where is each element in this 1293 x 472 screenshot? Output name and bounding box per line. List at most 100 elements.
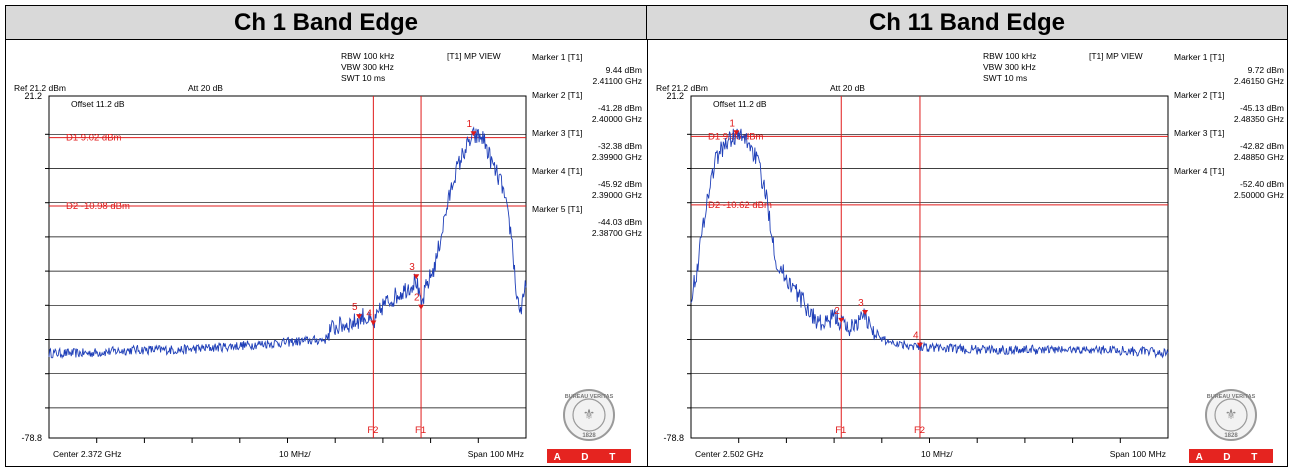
marker-readout-name: Marker 3 [T1]: [532, 128, 583, 138]
adt-badge: [1189, 449, 1273, 463]
logo-brand-text: BUREAU VERITAS: [565, 394, 614, 400]
offset-label: Offset 11.2 dB: [713, 99, 767, 109]
marker-readout-frequency: 2.39000 GHz: [592, 190, 642, 200]
title-row: Ch 1 Band Edge Ch 11 Band Edge: [6, 6, 1287, 40]
frequency-line-label: F2: [367, 425, 378, 436]
marker-readout-frequency: 2.48350 GHz: [1234, 114, 1284, 124]
trace-mode-label: [T1] MP VIEW: [1089, 51, 1143, 61]
marker-readout-level: -41.28 dBm: [598, 103, 642, 113]
offset-label: Offset 11.2 dB: [71, 99, 125, 109]
logo-inner-ring: [1214, 398, 1248, 432]
display-line-label: D2 -10.98 dBm: [66, 201, 130, 212]
vbw-label: VBW 300 kHz: [341, 62, 394, 72]
marker-point-label: 2: [414, 293, 420, 304]
marker-readout-level: -52.40 dBm: [1240, 179, 1284, 189]
logo-inner-ring: [572, 398, 606, 432]
marker-point: [418, 304, 425, 310]
marker-point-label: 3: [409, 262, 415, 273]
marker-readout-level: -44.03 dBm: [598, 217, 642, 227]
marker-readout-frequency: 2.38700 GHz: [592, 228, 642, 238]
marker-point-label: 3: [858, 298, 864, 309]
spectrum-plot-ch11: 21.2 -78.8 Ref 21.2 dBm Att 20 dB RBW 100 kH…: [656, 51, 1284, 463]
panel-title-ch11: Ch 11 Band Edge: [646, 6, 1287, 39]
marker-readout-frequency: 2.50000 GHz: [1234, 190, 1284, 200]
y-top-tick-label: 21.2: [24, 91, 42, 101]
logo-brand-text: BUREAU VERITAS: [1207, 394, 1256, 400]
marker-readout-name: Marker 2 [T1]: [1174, 90, 1225, 100]
swt-label: SWT 10 ms: [341, 73, 385, 83]
marker-readout-level: 9.44 dBm: [606, 65, 642, 75]
marker-point-label: 1: [467, 119, 473, 130]
per-division-label: 10 MHz/: [921, 449, 953, 459]
marker-readout-name: Marker 2 [T1]: [532, 90, 583, 100]
spectrum-panel-ch1: 21.2 -78.8 Ref 21.2 dBm Att 20 dB RBW 100 kH…: [6, 40, 647, 467]
marker-point: [370, 320, 377, 326]
marker-readout-level: -32.38 dBm: [598, 141, 642, 151]
logo-emblem-icon: ⚜: [583, 406, 596, 422]
adt-badge-text: A D T: [1196, 452, 1267, 463]
frequency-line-label: F1: [835, 425, 846, 436]
marker-readout-frequency: 2.39900 GHz: [592, 152, 642, 162]
span-label: Span 100 MHz: [468, 449, 524, 459]
vbw-label: VBW 300 kHz: [983, 62, 1036, 72]
marker-readout-level: -45.92 dBm: [598, 179, 642, 189]
logo-year-text: 1828: [1224, 433, 1238, 439]
ref-level-label: Ref 21.2 dBm: [14, 83, 66, 93]
marker-point-label: 4: [366, 309, 372, 320]
frequency-line-label: F2: [914, 425, 925, 436]
marker-readout-frequency: 2.46150 GHz: [1234, 76, 1284, 86]
adt-badge-text: A D T: [554, 452, 625, 463]
marker-readout-name: Marker 3 [T1]: [1174, 128, 1225, 138]
swt-label: SWT 10 ms: [983, 73, 1027, 83]
per-division-label: 10 MHz/: [279, 449, 311, 459]
adt-badge: [547, 449, 631, 463]
trace-mode-label: [T1] MP VIEW: [447, 51, 501, 61]
frequency-line-label: F1: [415, 425, 426, 436]
panel-divider: [647, 39, 648, 467]
plot-frame: [690, 95, 1169, 439]
marker-point: [733, 130, 740, 136]
y-bottom-tick-label: -78.8: [21, 433, 42, 443]
span-label: Span 100 MHz: [1110, 449, 1166, 459]
marker-point: [356, 314, 363, 320]
plot-frame: [48, 95, 527, 439]
ref-level-label: Ref 21.2 dBm: [656, 83, 708, 93]
y-top-tick-label: 21.2: [666, 91, 684, 101]
marker-point: [413, 274, 420, 280]
bureau-veritas-logo: [563, 389, 615, 441]
marker-readout-name: Marker 4 [T1]: [532, 166, 583, 176]
logo-year-text: 1828: [582, 433, 596, 439]
attenuation-label: Att 20 dB: [188, 83, 223, 93]
marker-point-label: 1: [729, 118, 735, 129]
marker-point: [862, 309, 869, 315]
marker-readout-frequency: 2.48850 GHz: [1234, 152, 1284, 162]
marker-readout-level: -45.13 dBm: [1240, 103, 1284, 113]
marker-point-label: 2: [834, 306, 840, 317]
band-edge-sheet: Ch 1 Band Edge Ch 11 Band Edge 21.2 -78.8…: [5, 5, 1288, 467]
center-frequency-label: Center 2.372 GHz: [53, 449, 122, 459]
rbw-label: RBW 100 kHz: [341, 51, 394, 61]
marker-readout-name: Marker 1 [T1]: [1174, 52, 1225, 62]
marker-readout-frequency: 2.40000 GHz: [592, 114, 642, 124]
center-frequency-label: Center 2.502 GHz: [695, 449, 764, 459]
y-bottom-tick-label: -78.8: [663, 433, 684, 443]
spectrum-trace: [690, 128, 1169, 359]
display-line-label: D1 9.02 dBm: [66, 133, 122, 144]
marker-point: [916, 342, 923, 348]
marker-readout-level: -42.82 dBm: [1240, 141, 1284, 151]
marker-readout-name: Marker 1 [T1]: [532, 52, 583, 62]
rbw-label: RBW 100 kHz: [983, 51, 1036, 61]
logo-emblem-icon: ⚜: [1225, 406, 1238, 422]
panel-title-ch1: Ch 1 Band Edge: [233, 8, 419, 36]
spectrum-panel-ch11: 21.2 -78.8 Ref 21.2 dBm Att 20 dB RBW 100 kH…: [648, 40, 1289, 467]
attenuation-label: Att 20 dB: [830, 83, 865, 93]
marker-readout-name: Marker 4 [T1]: [1174, 166, 1225, 176]
spectrum-trace: [48, 126, 527, 360]
spectrum-plot-ch1: 21.2 -78.8 Ref 21.2 dBm Att 20 dB RBW 100 kH…: [14, 51, 642, 463]
bureau-veritas-logo: [1205, 389, 1257, 441]
marker-point-label: 4: [913, 331, 919, 342]
marker-readout-level: 9.72 dBm: [1248, 65, 1284, 75]
marker-point: [470, 131, 477, 137]
display-line-label: D2 -10.62 dBm: [708, 200, 772, 211]
marker-readout-name: Marker 5 [T1]: [532, 204, 583, 214]
